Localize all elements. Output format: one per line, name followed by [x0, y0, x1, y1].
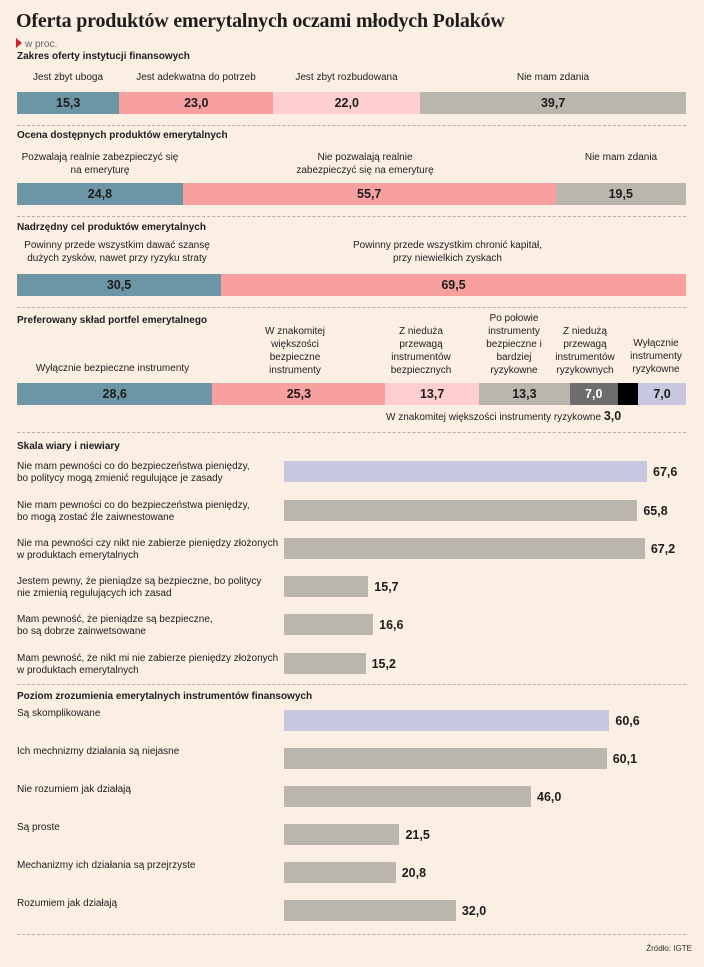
bar-label: Jestem pewny, że pieniądze są bezpieczne… — [17, 576, 262, 599]
section-divider — [17, 684, 686, 685]
section-divider — [17, 125, 686, 126]
section-1-category-3: Jest zbyt rozbudowana — [295, 72, 398, 83]
bar — [284, 500, 638, 521]
bar — [284, 862, 396, 883]
bar-label: Rozumiem jak działają — [17, 898, 118, 909]
bar — [284, 576, 369, 597]
section-4-note: W znakomitej większości instrumenty ryzy… — [386, 409, 621, 423]
bar-value-label: 16,6 — [379, 618, 404, 632]
bar-segment: 55,7 — [182, 183, 556, 205]
section-1-category-1: Jest zbyt uboga — [32, 72, 104, 83]
bar-segment: 22,0 — [273, 92, 421, 114]
bar — [284, 710, 610, 731]
bar-segment: 25,3 — [212, 383, 386, 405]
bar-value-label: 65,8 — [643, 504, 668, 518]
section-2-category-1: Pozwalają realnie zabezpieczyć się na em… — [21, 152, 179, 176]
page-title: Oferta produktów emerytalnych oczami mło… — [16, 10, 505, 32]
section-2-title: Ocena dostępnych produktów emerytalnych — [17, 130, 228, 141]
bar-label: Ich mechnizmy działania są niejasne — [17, 746, 180, 757]
bar-value-label: 32,0 — [461, 904, 487, 918]
bar-segment: 19,5 — [555, 183, 686, 205]
source-note: Źródło: IGTE — [646, 944, 692, 953]
unit-text: w proc. — [25, 39, 58, 50]
section-2-stacked-bar: 24,8 55,7 19,5 — [17, 183, 686, 205]
bar-segment: 15,3 — [17, 92, 120, 114]
bar-segment: 28,6 — [17, 383, 213, 405]
section-3-stacked-bar: 30,5 69,5 — [17, 274, 686, 296]
bar — [284, 824, 400, 845]
section-1-category-2: Jest adekwatna do potrzeb — [136, 72, 256, 83]
bar-value-label: 21,5 — [405, 828, 430, 842]
bar-label: Nie ma pewności czy nikt nie zabierze pi… — [17, 538, 279, 561]
section-divider — [17, 307, 686, 308]
section-1-category-4: Nie mam zdania — [516, 72, 590, 83]
bar-segment: 13,7 — [385, 383, 479, 405]
section-4-category-2: W znakomitej większości bezpieczne instr… — [264, 326, 325, 376]
bar-segment: 23,0 — [119, 92, 274, 114]
bar-segment: 30,5 — [17, 274, 222, 296]
section-1-title: Zakres oferty instytucji finansowych — [17, 51, 190, 62]
bar-value-label: 67,6 — [653, 465, 678, 479]
bar-label: Mechanizmy ich działania są przejrzyste — [17, 860, 196, 871]
bar-segment: 7,0 — [638, 383, 686, 405]
bar-value-label: 60,6 — [615, 714, 640, 728]
section-3-category-1: Powinny przede wszystkim dawać szansę du… — [24, 240, 210, 264]
section-6-title: Poziom zrozumienia emerytalnych instrume… — [17, 691, 313, 702]
section-4-category-3: Z nieduża przewagą instrumentów bezpiecz… — [390, 326, 452, 376]
section-3-category-2: Powinny przede wszystkim chronić kapitał… — [353, 240, 542, 264]
section-4-stacked-bar: 28,6 25,3 13,7 13,3 7,0 7,0 — [17, 383, 686, 405]
section-4-category-5: Z niedużą przewagą instrumentów ryzykown… — [555, 326, 615, 376]
section-2-category-3: Nie mam zdania — [584, 152, 658, 163]
bar-value-label: 15,7 — [374, 580, 399, 594]
bar-segment: 13,3 — [478, 383, 570, 405]
bar-label: Nie mam pewności co do bezpieczeństwa pi… — [17, 500, 250, 523]
bar-value-label: 46,0 — [537, 790, 562, 804]
bar-label: Są skomplikowane — [17, 708, 101, 719]
section-4-category-1: Wyłącznie bezpieczne instrumenty — [35, 363, 190, 374]
unit-label: w proc. — [16, 38, 57, 50]
section-4-title: Preferowany skład portfel emerytalnego — [17, 315, 208, 326]
section-4-category-7: Wyłącznie instrumenty ryzykowne — [630, 338, 682, 375]
unit-marker-icon — [16, 38, 22, 48]
bar — [284, 786, 531, 807]
bar-segment — [617, 383, 639, 405]
note-text: W znakomitej większości instrumenty ryzy… — [386, 412, 602, 423]
section-5-title: Skala wiary i niewiary — [17, 441, 120, 452]
section-1-stacked-bar: 15,3 23,0 22,0 39,7 — [17, 92, 686, 114]
bar-segment: 69,5 — [221, 274, 686, 296]
section-divider — [17, 216, 686, 217]
section-divider — [17, 934, 686, 935]
bar-label: Mam pewność, że pieniądze są bezpieczne,… — [17, 614, 213, 637]
bar — [284, 538, 645, 559]
bar — [284, 614, 374, 635]
section-3-title: Nadrzędny cel produktów emerytalnych — [17, 222, 206, 233]
bar — [284, 653, 366, 674]
bar-label: Nie rozumiem jak działają — [17, 784, 131, 795]
section-divider — [17, 432, 686, 433]
bar-segment: 39,7 — [420, 92, 686, 114]
bar — [284, 900, 456, 921]
bar-segment: 24,8 — [17, 183, 183, 205]
note-value: 3,0 — [603, 409, 622, 423]
bar-segment: 7,0 — [569, 383, 618, 405]
bar — [284, 748, 607, 769]
section-4-category-4: Po połowie instrumenty bezpieczne i bard… — [486, 313, 542, 376]
bar-value-label: 20,8 — [401, 866, 427, 880]
bar-label: Nie mam pewności co do bezpieczeństwa pi… — [17, 461, 250, 484]
bar-value-label: 67,2 — [650, 542, 676, 556]
bar-value-label: 15,2 — [371, 657, 396, 671]
bar-label: Są proste — [17, 822, 60, 833]
bar-label: Mam pewność, że nikt mi nie zabierze pie… — [17, 653, 279, 676]
bar — [284, 461, 647, 482]
section-2-category-2: Nie pozwalają realnie zabezpieczyć się n… — [296, 152, 434, 176]
bar-value-label: 60,1 — [612, 752, 638, 766]
